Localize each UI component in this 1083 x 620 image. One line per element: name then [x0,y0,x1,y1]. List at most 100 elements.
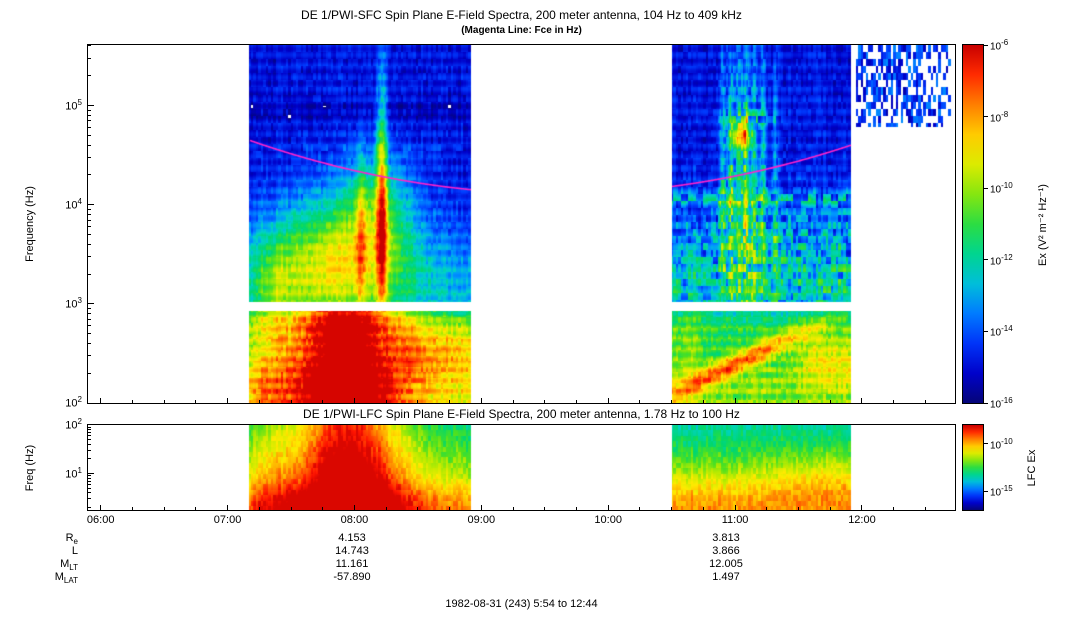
y-tick-label: 101 [65,465,82,481]
x-minor-tick [702,507,704,510]
sfc-title: DE 1/PWI-SFC Spin Plane E-Field Spectra,… [301,8,742,22]
lfc-title: DE 1/PWI-LFC Spin Plane E-Field Spectra,… [303,407,740,421]
x-minor-tick [131,400,133,403]
x-tick-label: 10:00 [594,514,622,526]
y-tick-label: 102 [65,395,82,410]
x-minor-tick [163,400,165,403]
eph-value: 12.005 [709,558,743,570]
y-minor-tick [88,429,91,431]
y-tick [88,204,94,206]
y-minor-tick [88,273,91,275]
x-minor-tick [671,400,673,403]
y-minor-tick [88,226,91,228]
y-minor-tick [88,458,91,460]
colorbar-tick [984,116,988,118]
y-minor-tick [88,144,91,146]
sfc-colorbar [962,44,984,404]
y-tick-label: 104 [65,196,82,212]
y-minor-tick [88,219,91,221]
colorbar-tick-label: 10-16 [990,396,1013,411]
x-minor-tick [575,507,577,510]
x-tick-label: 11:00 [721,514,749,526]
y-minor-tick [88,174,91,176]
colorbar-tick-label: 10-12 [990,252,1013,268]
y-minor-tick [88,432,91,434]
x-minor-tick [544,400,546,403]
eph-value: 14.743 [335,545,369,557]
lfc-spectrogram-canvas [88,425,955,510]
lfc-colorbar-label: LFC Ex [1026,449,1038,487]
x-tick [480,505,482,510]
colorbar-tick-label: 10-6 [990,38,1009,53]
x-minor-tick [575,400,577,403]
y-tick [88,303,94,305]
y-minor-tick [88,243,91,245]
eph-value: 1.497 [712,571,740,583]
x-tick [353,505,355,510]
y-minor-tick [88,426,91,428]
lfc-colorbar [962,424,984,511]
y-minor-tick [88,234,91,236]
x-minor-tick [924,400,926,403]
x-tick [227,398,229,403]
x-tick-label: 08:00 [340,514,369,526]
x-tick [353,398,355,403]
y-minor-tick [88,307,91,309]
eph-value: -57.890 [333,571,371,583]
x-minor-tick [322,507,324,510]
x-tick [861,505,863,510]
eph-value: 3.866 [712,545,740,557]
y-minor-tick [88,109,91,111]
y-minor-tick [88,312,91,314]
y-minor-tick [88,507,91,509]
x-minor-tick [417,507,419,510]
y-minor-tick [88,213,91,215]
x-minor-tick [829,400,831,403]
y-tick-label: 102 [65,417,82,432]
footer-timestamp: 1982-08-31 (243) 5:54 to 12:44 [445,598,598,610]
x-minor-tick [195,400,197,403]
y-minor-tick [88,57,91,59]
colorbar-tick-label: 10-14 [990,324,1013,339]
y-minor-tick [88,134,91,136]
y-minor-tick [88,256,91,258]
lfc-plot-area [87,424,956,511]
colorbar-tick [984,330,988,332]
x-minor-tick [671,507,673,510]
y-minor-tick [88,342,91,344]
eph-row-label: L [71,545,78,557]
y-minor-tick [88,487,91,489]
x-minor-tick [702,400,704,403]
y-minor-tick [88,477,91,479]
x-minor-tick [924,507,926,510]
sfc-plot-area [87,44,956,404]
y-minor-tick [88,492,91,494]
colorbar-tick [984,402,988,404]
x-minor-tick [163,507,165,510]
y-minor-tick [88,333,91,335]
eph-value: 11.161 [335,558,369,570]
x-minor-tick [322,400,324,403]
x-tick [100,505,102,510]
x-minor-tick [829,507,831,510]
eph-row-label: Re [65,532,78,547]
eph-value: 4.153 [338,532,366,544]
y-minor-tick [88,439,91,441]
x-tick [861,398,863,403]
x-minor-tick [512,507,514,510]
x-tick [607,398,609,403]
x-minor-tick [893,507,895,510]
y-minor-tick [88,483,91,485]
x-minor-tick [290,400,292,403]
y-minor-tick [88,449,91,451]
x-minor-tick [258,400,260,403]
eph-value: 3.813 [712,532,740,544]
y-minor-tick [88,325,91,327]
x-minor-tick [639,400,641,403]
x-minor-tick [798,400,800,403]
x-tick-label: 09:00 [467,514,496,526]
colorbar-tick-label: 10-15 [990,484,1013,499]
x-minor-tick [195,507,197,510]
colorbar-tick-label: 10-8 [990,109,1009,124]
